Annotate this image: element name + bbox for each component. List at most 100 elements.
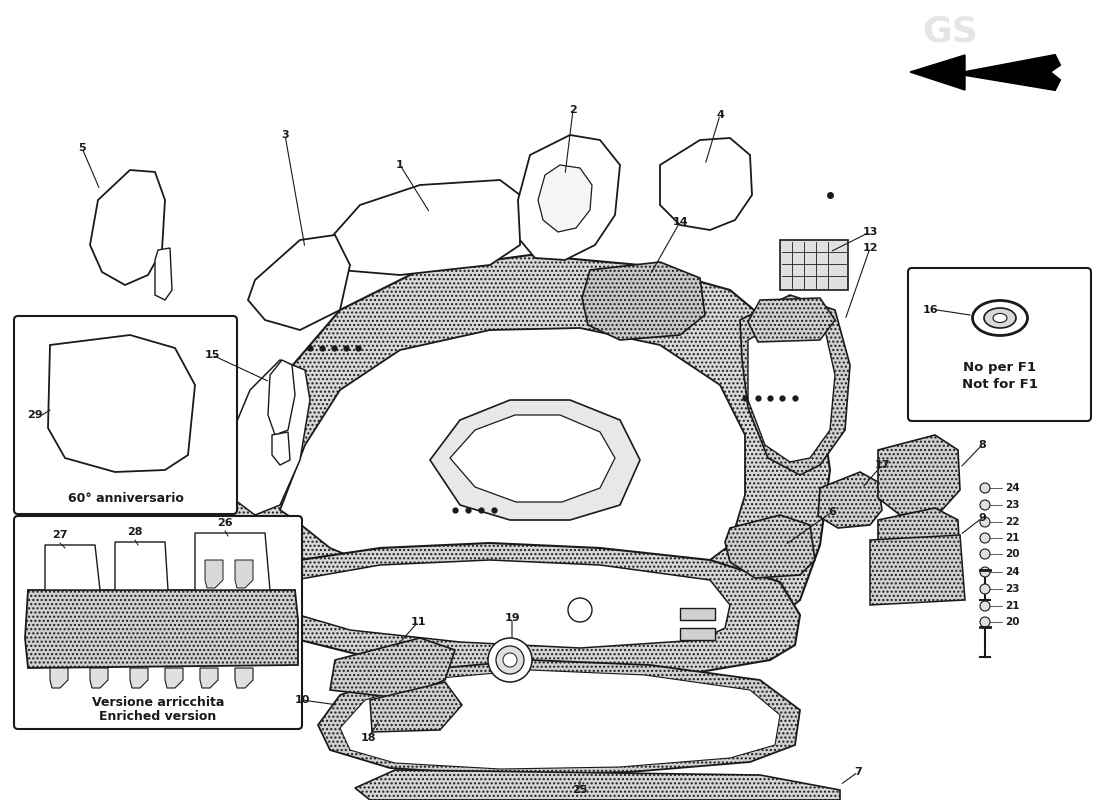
Circle shape	[980, 549, 990, 559]
Polygon shape	[740, 295, 850, 475]
Polygon shape	[235, 668, 253, 688]
Polygon shape	[725, 515, 815, 578]
Text: 11: 11	[410, 617, 426, 627]
Polygon shape	[370, 682, 462, 732]
Text: 8: 8	[978, 440, 986, 450]
Text: Versione arricchita: Versione arricchita	[91, 697, 224, 710]
Circle shape	[980, 567, 990, 577]
Text: 13: 13	[862, 227, 878, 237]
Text: 20: 20	[1005, 617, 1020, 627]
FancyBboxPatch shape	[14, 316, 236, 514]
Ellipse shape	[984, 308, 1016, 328]
Circle shape	[980, 533, 990, 543]
Polygon shape	[90, 668, 108, 688]
Text: 23: 23	[1005, 500, 1020, 510]
Ellipse shape	[972, 301, 1027, 335]
Polygon shape	[355, 770, 840, 800]
Circle shape	[980, 601, 990, 611]
Polygon shape	[340, 670, 780, 769]
Circle shape	[980, 500, 990, 510]
Text: GS: GS	[922, 15, 978, 49]
Polygon shape	[200, 668, 218, 688]
Polygon shape	[965, 55, 1060, 90]
Polygon shape	[272, 432, 290, 465]
Polygon shape	[240, 380, 300, 510]
Text: 27: 27	[53, 530, 68, 540]
Polygon shape	[280, 328, 745, 592]
Polygon shape	[226, 360, 310, 515]
Text: 4: 4	[716, 110, 724, 120]
FancyBboxPatch shape	[908, 268, 1091, 421]
Circle shape	[980, 517, 990, 527]
Circle shape	[980, 584, 990, 594]
Text: Enriched version: Enriched version	[99, 710, 217, 723]
Text: 10: 10	[295, 695, 310, 705]
Polygon shape	[878, 435, 960, 515]
Polygon shape	[248, 235, 350, 330]
Text: 1: 1	[396, 160, 404, 170]
Polygon shape	[660, 138, 752, 230]
Polygon shape	[430, 400, 640, 520]
FancyBboxPatch shape	[14, 516, 302, 729]
Text: 17: 17	[874, 460, 890, 470]
Text: 12: 12	[862, 243, 878, 253]
Text: 24: 24	[1005, 483, 1020, 493]
Polygon shape	[818, 472, 882, 528]
Polygon shape	[318, 660, 800, 775]
Text: 21: 21	[1005, 601, 1020, 611]
Polygon shape	[268, 360, 295, 435]
Text: 20: 20	[1005, 549, 1020, 559]
Text: 29: 29	[28, 410, 43, 420]
Polygon shape	[748, 298, 835, 342]
Polygon shape	[50, 668, 68, 688]
Polygon shape	[330, 638, 455, 698]
Polygon shape	[582, 262, 705, 340]
Polygon shape	[450, 415, 615, 502]
Circle shape	[488, 638, 532, 682]
Text: 7: 7	[854, 767, 862, 777]
Polygon shape	[45, 545, 100, 590]
Polygon shape	[236, 543, 800, 678]
Text: 5: 5	[78, 143, 86, 153]
Circle shape	[496, 646, 524, 674]
Text: 24: 24	[1005, 567, 1020, 577]
Text: 15: 15	[205, 350, 220, 360]
Polygon shape	[205, 560, 223, 588]
Text: 3: 3	[282, 130, 289, 140]
Bar	[680, 628, 715, 640]
Circle shape	[503, 653, 517, 667]
Text: Not for F1: Not for F1	[961, 378, 1037, 390]
Polygon shape	[48, 335, 195, 472]
Text: 26: 26	[217, 518, 233, 528]
Polygon shape	[320, 180, 520, 275]
Polygon shape	[165, 668, 183, 688]
Ellipse shape	[993, 314, 1007, 322]
Text: 60° anniversario: 60° anniversario	[67, 491, 184, 505]
Polygon shape	[130, 668, 148, 688]
Text: 2: 2	[569, 105, 576, 115]
Bar	[780, 240, 848, 290]
Polygon shape	[155, 248, 172, 300]
Polygon shape	[195, 533, 270, 590]
Text: 22: 22	[1005, 517, 1020, 527]
Text: 19: 19	[504, 613, 520, 623]
Polygon shape	[90, 170, 165, 285]
Polygon shape	[748, 318, 835, 462]
Text: 9: 9	[978, 513, 986, 523]
Polygon shape	[116, 542, 168, 590]
Text: passionforparts195: passionforparts195	[316, 300, 805, 560]
Polygon shape	[538, 165, 592, 232]
Circle shape	[980, 617, 990, 627]
Polygon shape	[278, 560, 730, 648]
Text: 14: 14	[672, 217, 688, 227]
Text: 18: 18	[361, 733, 376, 743]
Text: 25: 25	[572, 785, 587, 795]
Circle shape	[568, 598, 592, 622]
Bar	[680, 608, 715, 620]
Text: 21: 21	[1005, 533, 1020, 543]
Circle shape	[980, 483, 990, 493]
Polygon shape	[235, 560, 253, 588]
Text: No per F1: No per F1	[962, 361, 1036, 374]
Polygon shape	[25, 590, 298, 668]
Text: 16: 16	[922, 305, 938, 315]
